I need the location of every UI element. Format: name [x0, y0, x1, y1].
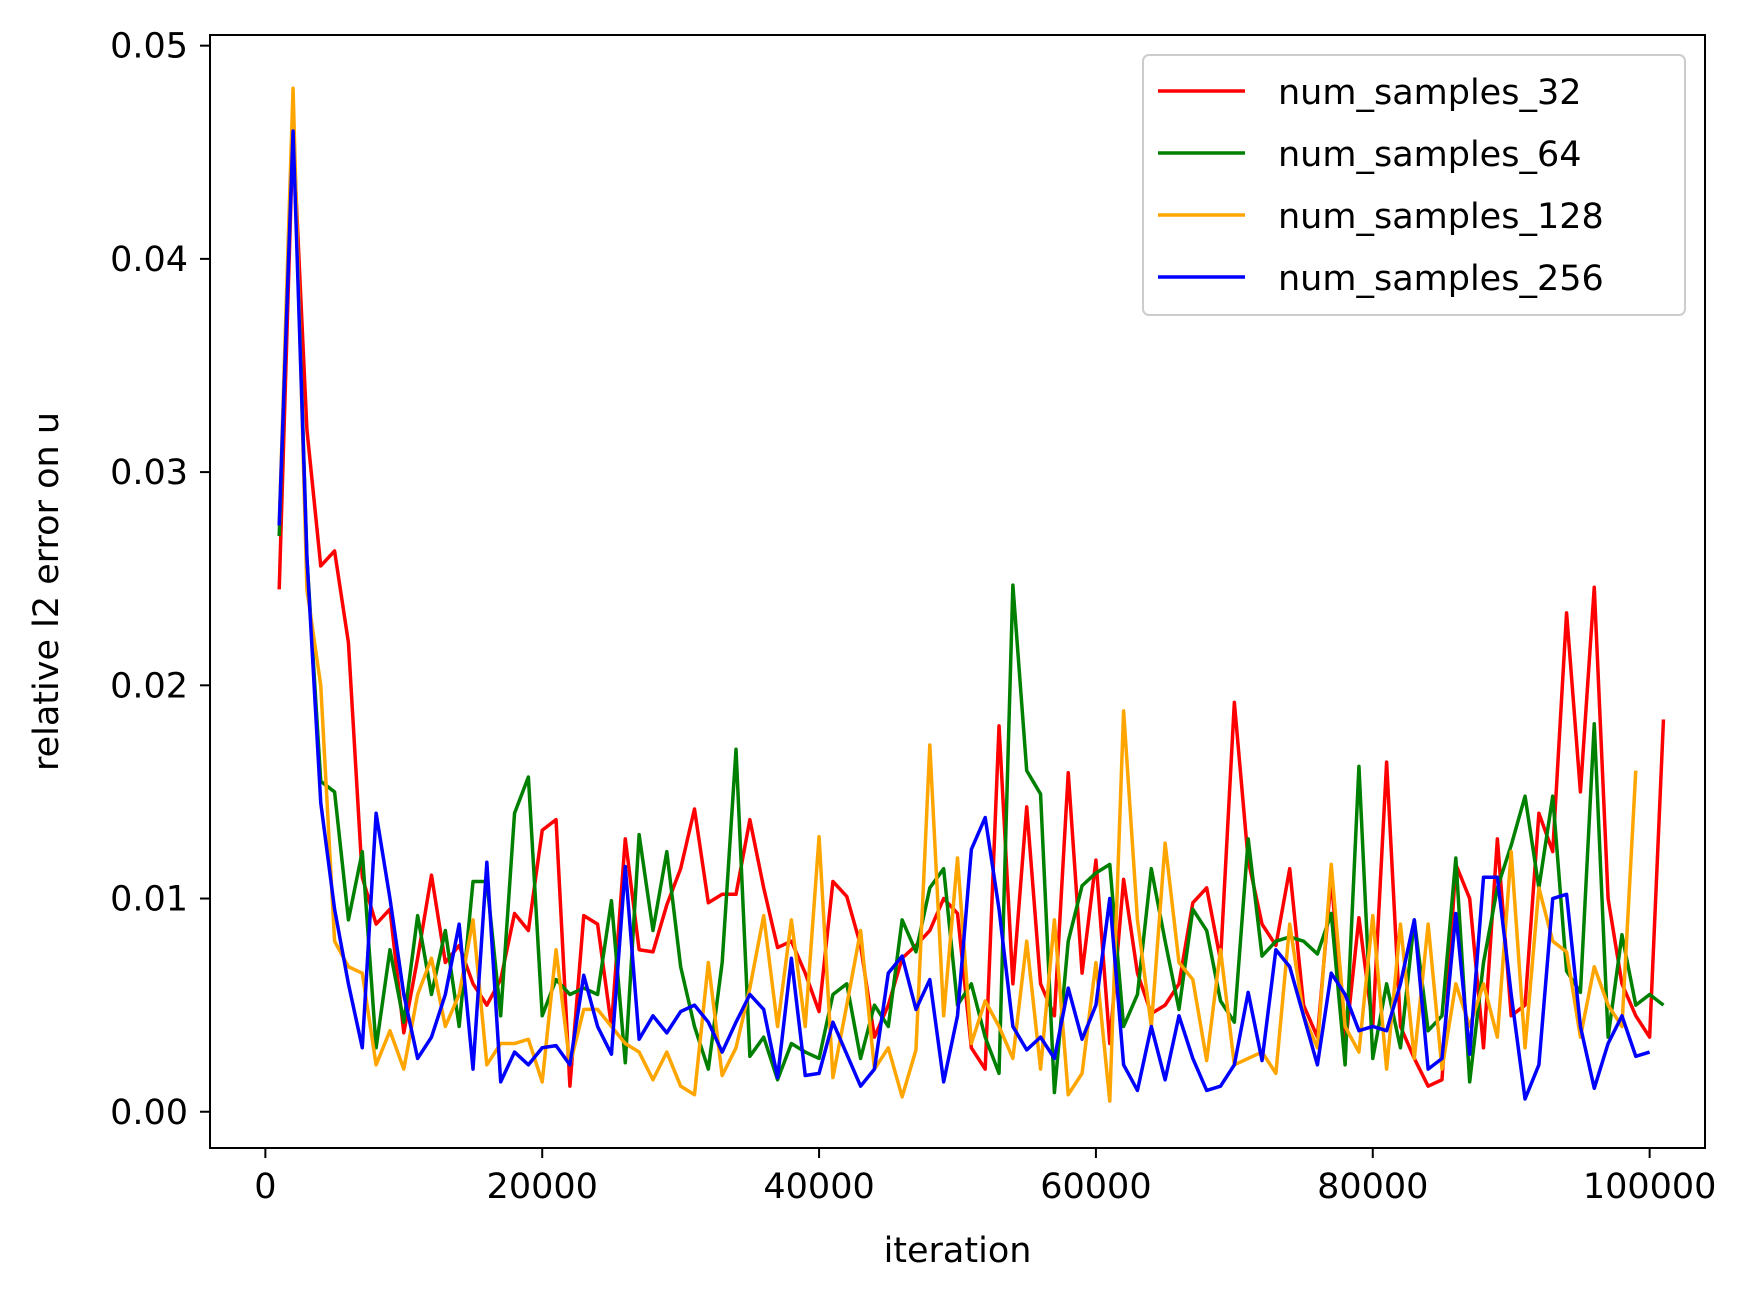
y-tick-label: 0.04 — [110, 240, 188, 280]
plot-frame — [209, 34, 1706, 1149]
legend-item-label: num_samples_256 — [1278, 259, 1604, 299]
legend-item-label: num_samples_64 — [1278, 135, 1581, 175]
y-tick-label: 0.01 — [110, 880, 188, 920]
x-tick-label: 100000 — [1583, 1167, 1717, 1207]
legend: num_samples_32 num_samples_64 num_samples_… — [1142, 54, 1686, 316]
y-axis-label: relative l2 error on u — [27, 412, 67, 771]
series-line-num_samples_256 — [277, 129, 1651, 1101]
series-layer — [277, 86, 1666, 1103]
x-tick-label: 80000 — [1317, 1167, 1428, 1207]
y-tick-label: 0.00 — [110, 1093, 188, 1133]
x-tick-label: 20000 — [487, 1167, 598, 1207]
x-axis-label: iteration — [884, 1231, 1032, 1271]
legend-item-label: num_samples_128 — [1278, 197, 1604, 237]
y-axis: 0.00 0.01 0.02 0.03 0.04 0.05 — [110, 27, 210, 1133]
series-line-num_samples_64 — [277, 107, 1665, 1095]
y-tick-label: 0.02 — [110, 666, 188, 706]
legend-item-label: num_samples_32 — [1278, 73, 1581, 113]
x-axis: 0 20000 40000 60000 80000 100000 — [254, 1148, 1716, 1207]
series-line-num_samples_32 — [277, 129, 1666, 1088]
x-tick-label: 60000 — [1040, 1167, 1151, 1207]
y-tick-label: 0.05 — [110, 27, 188, 67]
x-tick-label: 40000 — [763, 1167, 874, 1207]
series-line-num_samples_128 — [277, 86, 1638, 1103]
legend-box — [1142, 54, 1686, 316]
x-tick-label: 0 — [254, 1167, 276, 1207]
y-tick-label: 0.03 — [110, 453, 188, 493]
